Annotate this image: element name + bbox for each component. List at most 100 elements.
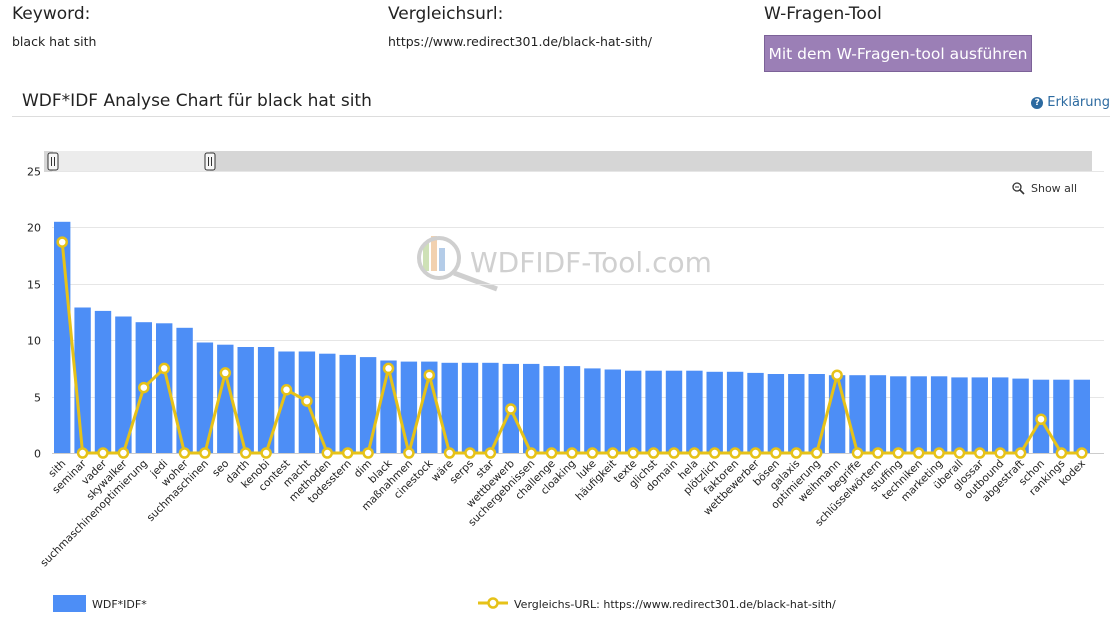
bar-jedi[interactable] <box>156 323 173 453</box>
navigator-left-handle[interactable] <box>47 152 59 171</box>
bar-überall[interactable] <box>951 377 968 453</box>
bar-kenobi[interactable] <box>257 347 275 453</box>
bar-serps[interactable] <box>461 362 479 453</box>
comparison-point-todesstern[interactable] <box>341 447 354 459</box>
comparison-point-stuffing[interactable] <box>892 447 905 459</box>
bar-wettbewerber[interactable] <box>747 372 764 453</box>
bar-rankings[interactable] <box>1053 379 1070 453</box>
comparison-point-vader[interactable] <box>97 447 109 459</box>
comparison-point-glossar[interactable] <box>974 447 986 459</box>
navigator-selection[interactable] <box>53 151 210 172</box>
comparison-point-contest[interactable] <box>280 384 293 396</box>
comparison-point-texte[interactable] <box>627 447 639 459</box>
bar-luke[interactable] <box>584 368 601 453</box>
comparison-point-marketing[interactable] <box>933 447 945 459</box>
bar-suchmaschinen[interactable] <box>196 342 214 454</box>
help-link[interactable]: ? Erklärung <box>1031 95 1110 110</box>
bar-hela[interactable] <box>686 370 703 453</box>
comparison-point-wäre[interactable] <box>443 447 456 459</box>
bar-begriffe[interactable] <box>849 375 866 453</box>
comparison-point-häufigkeit[interactable] <box>607 447 619 459</box>
bar-vader[interactable] <box>94 310 112 453</box>
navigator-right-handle[interactable] <box>204 152 216 171</box>
comparison-point-glichst[interactable] <box>647 447 660 459</box>
bar-bösen[interactable] <box>767 374 785 453</box>
comparison-point-black[interactable] <box>382 362 395 375</box>
comparison-point-maßnahmen[interactable] <box>403 447 415 459</box>
comparison-point-skywalker[interactable] <box>117 447 130 459</box>
bar-marketing[interactable] <box>930 376 948 453</box>
wfragen-run-button[interactable]: Mit dem W-Fragen-tool ausführen <box>764 35 1032 72</box>
comparison-point-cloaking[interactable] <box>566 447 578 459</box>
bar-kodex[interactable] <box>1073 379 1090 453</box>
comparison-point-dim[interactable] <box>362 447 374 459</box>
comparison-point-schon[interactable] <box>1035 413 1047 425</box>
bar-galaxis[interactable] <box>788 374 805 453</box>
comparison-point-woher[interactable] <box>178 447 191 459</box>
legend-item-wdfidf[interactable]: WDF*IDF* <box>53 595 147 612</box>
comparison-point-suchmaschinenoptimierung[interactable] <box>138 381 150 394</box>
comparison-point-schlüsselwörtern[interactable] <box>872 447 884 459</box>
bar-outbound[interactable] <box>992 377 1009 453</box>
bar-maßnahmen[interactable] <box>400 361 418 453</box>
bar-domain[interactable] <box>665 370 683 453</box>
comparison-point-suchergebnissen[interactable] <box>525 447 537 459</box>
bar-todesstern[interactable] <box>339 354 356 453</box>
comparison-line-series[interactable] <box>56 236 1088 459</box>
comparison-point-serps[interactable] <box>464 447 476 459</box>
comparison-point-jedi[interactable] <box>158 362 170 375</box>
bar-contest[interactable] <box>278 351 295 454</box>
bar-wäre[interactable] <box>441 362 458 453</box>
comparison-point-kodex[interactable] <box>1076 447 1088 459</box>
bar-cloaking[interactable] <box>563 366 581 453</box>
comparison-point-seo[interactable] <box>219 367 232 379</box>
bar-methoden[interactable] <box>319 353 336 453</box>
bar-texte[interactable] <box>625 370 642 453</box>
bar-faktoren[interactable] <box>726 371 744 453</box>
bar-star[interactable] <box>482 362 499 453</box>
bar-cinestock[interactable] <box>421 361 438 453</box>
comparison-point-kenobi[interactable] <box>260 447 272 459</box>
comparison-point-überall[interactable] <box>953 447 966 459</box>
legend-item-comparison[interactable]: Vergleichs-URL: https://www.redirect301.… <box>478 597 836 611</box>
bar-techniken[interactable] <box>910 376 927 453</box>
comparison-point-wettbewerb[interactable] <box>505 403 517 415</box>
bar-woher[interactable] <box>176 327 193 453</box>
navigator-track[interactable] <box>44 151 1092 172</box>
comparison-point-star[interactable] <box>484 447 497 459</box>
comparison-point-outbound[interactable] <box>994 447 1006 459</box>
comparison-point-abgestraft[interactable] <box>1014 447 1027 459</box>
comparison-point-wettbewerber[interactable] <box>749 447 762 459</box>
comparison-point-galaxis[interactable] <box>790 447 803 459</box>
bar-glichst[interactable] <box>645 370 662 453</box>
bar-skywalker[interactable] <box>115 316 132 454</box>
comparison-point-weihmann[interactable] <box>831 369 843 381</box>
comparison-point-plötzlich[interactable] <box>708 447 721 459</box>
bar-abgestraft[interactable] <box>1012 378 1029 453</box>
comparison-point-luke[interactable] <box>586 447 599 459</box>
bar-darth[interactable] <box>237 347 254 453</box>
comparison-point-optimierung[interactable] <box>810 447 823 459</box>
comparison-point-domain[interactable] <box>668 447 680 459</box>
comparison-point-cinestock[interactable] <box>423 369 436 381</box>
bar-suchergebnissen[interactable] <box>523 363 540 453</box>
bar-stuffing[interactable] <box>890 376 907 453</box>
comparison-point-seminar[interactable] <box>76 447 89 459</box>
comparison-point-suchmaschinen[interactable] <box>199 447 211 459</box>
bar-glossar[interactable] <box>971 377 988 453</box>
bar-häufigkeit[interactable] <box>604 369 621 454</box>
range-navigator[interactable] <box>44 151 1092 172</box>
comparison-point-sith[interactable] <box>56 236 68 248</box>
bar-optimierung[interactable] <box>808 374 825 453</box>
comparison-point-rankings[interactable] <box>1055 447 1068 459</box>
comparison-point-macht[interactable] <box>301 395 313 407</box>
bar-weihmann[interactable] <box>828 375 846 453</box>
show-all-button[interactable]: Show all <box>1012 182 1077 195</box>
comparison-point-darth[interactable] <box>239 447 252 459</box>
comparison-point-begriffe[interactable] <box>851 447 864 459</box>
bar-plötzlich[interactable] <box>706 371 723 453</box>
bar-dim[interactable] <box>359 357 377 453</box>
comparison-point-methoden[interactable] <box>321 447 334 459</box>
bar-challenge[interactable] <box>543 366 560 453</box>
comparison-point-bösen[interactable] <box>770 447 782 459</box>
